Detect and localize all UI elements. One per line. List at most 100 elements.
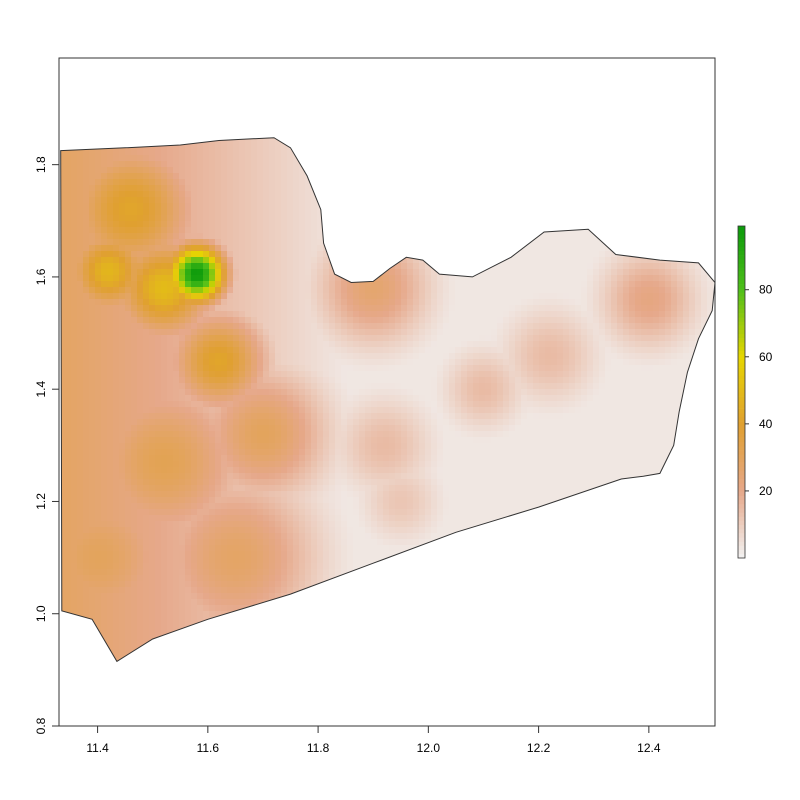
raster-cell (347, 185, 354, 192)
raster-cell (353, 239, 360, 246)
raster-cell (479, 185, 486, 192)
raster-cell (557, 131, 564, 138)
raster-cell (185, 305, 192, 312)
raster-cell (665, 137, 672, 144)
raster-cell (683, 143, 690, 150)
raster-cell (245, 311, 252, 318)
raster-cell (71, 383, 78, 390)
raster-cell (563, 143, 570, 150)
raster-cell (209, 197, 216, 204)
raster-cell (347, 389, 354, 396)
raster-cell (395, 281, 402, 288)
raster-cell (617, 239, 624, 246)
raster-cell (293, 371, 300, 378)
raster-cell (389, 299, 396, 306)
raster-cell (377, 293, 384, 300)
raster-cell (581, 383, 588, 390)
raster-cell (311, 347, 318, 354)
raster-cell (257, 365, 264, 372)
raster-cell (299, 311, 306, 318)
raster-cell (659, 305, 666, 312)
raster-cell (443, 371, 450, 378)
raster-cell (575, 389, 582, 396)
raster-cell (437, 179, 444, 186)
raster-cell (557, 251, 564, 258)
raster-cell (317, 263, 324, 270)
raster-cell (413, 353, 420, 360)
raster-cell (653, 227, 660, 234)
raster-cell (335, 221, 342, 228)
raster-cell (293, 395, 300, 402)
raster-cell (353, 383, 360, 390)
raster-cell (653, 149, 660, 156)
raster-cell (239, 137, 246, 144)
raster-cell (335, 257, 342, 264)
raster-cell (605, 263, 612, 270)
raster-cell (581, 221, 588, 228)
raster-cell (569, 221, 576, 228)
raster-cell (173, 155, 180, 162)
raster-cell (617, 167, 624, 174)
raster-cell (503, 143, 510, 150)
raster-cell (473, 143, 480, 150)
raster-cell (149, 257, 156, 264)
raster-cell (425, 197, 432, 204)
raster-cell (611, 341, 618, 348)
raster-cell (341, 371, 348, 378)
raster-cell (647, 227, 654, 234)
raster-cell (629, 395, 636, 402)
raster-cell (587, 311, 594, 318)
raster-cell (575, 143, 582, 150)
raster-cell (239, 329, 246, 336)
raster-cell (461, 215, 468, 222)
raster-cell (293, 203, 300, 210)
raster-cell (323, 155, 330, 162)
raster-cell (71, 377, 78, 384)
raster-cell (269, 257, 276, 264)
raster-cell (365, 143, 372, 150)
raster-cell (545, 299, 552, 306)
raster-cell (461, 137, 468, 144)
raster-cell (251, 131, 258, 138)
raster-cell (329, 221, 336, 228)
raster-cell (443, 311, 450, 318)
raster-cell (521, 203, 528, 210)
raster-cell (389, 155, 396, 162)
raster-cell (647, 305, 654, 312)
raster-cell (617, 161, 624, 168)
raster-cell (701, 287, 708, 294)
raster-cell (515, 269, 522, 276)
raster-cell (599, 335, 606, 342)
raster-cell (539, 197, 546, 204)
raster-cell (203, 179, 210, 186)
raster-cell (263, 389, 270, 396)
raster-cell (173, 281, 180, 288)
raster-cell (665, 281, 672, 288)
raster-cell (629, 239, 636, 246)
raster-cell (581, 227, 588, 234)
raster-cell (353, 329, 360, 336)
raster-cell (251, 335, 258, 342)
raster-cell (551, 155, 558, 162)
raster-cell (593, 185, 600, 192)
raster-cell (149, 233, 156, 240)
raster-cell (101, 329, 108, 336)
raster-cell (71, 137, 78, 144)
raster-cell (425, 329, 432, 336)
raster-cell (497, 359, 504, 366)
raster-cell (299, 251, 306, 258)
raster-cell (341, 179, 348, 186)
raster-cell (305, 251, 312, 258)
raster-cell (341, 329, 348, 336)
raster-cell (191, 263, 198, 270)
raster-cell (323, 305, 330, 312)
raster-cell (629, 347, 636, 354)
raster-cell (419, 137, 426, 144)
raster-cell (77, 131, 84, 138)
raster-cell (407, 191, 414, 198)
raster-cell (443, 221, 450, 228)
raster-cell (245, 167, 252, 174)
raster-cell (341, 365, 348, 372)
raster-cell (203, 299, 210, 306)
raster-cell (665, 167, 672, 174)
